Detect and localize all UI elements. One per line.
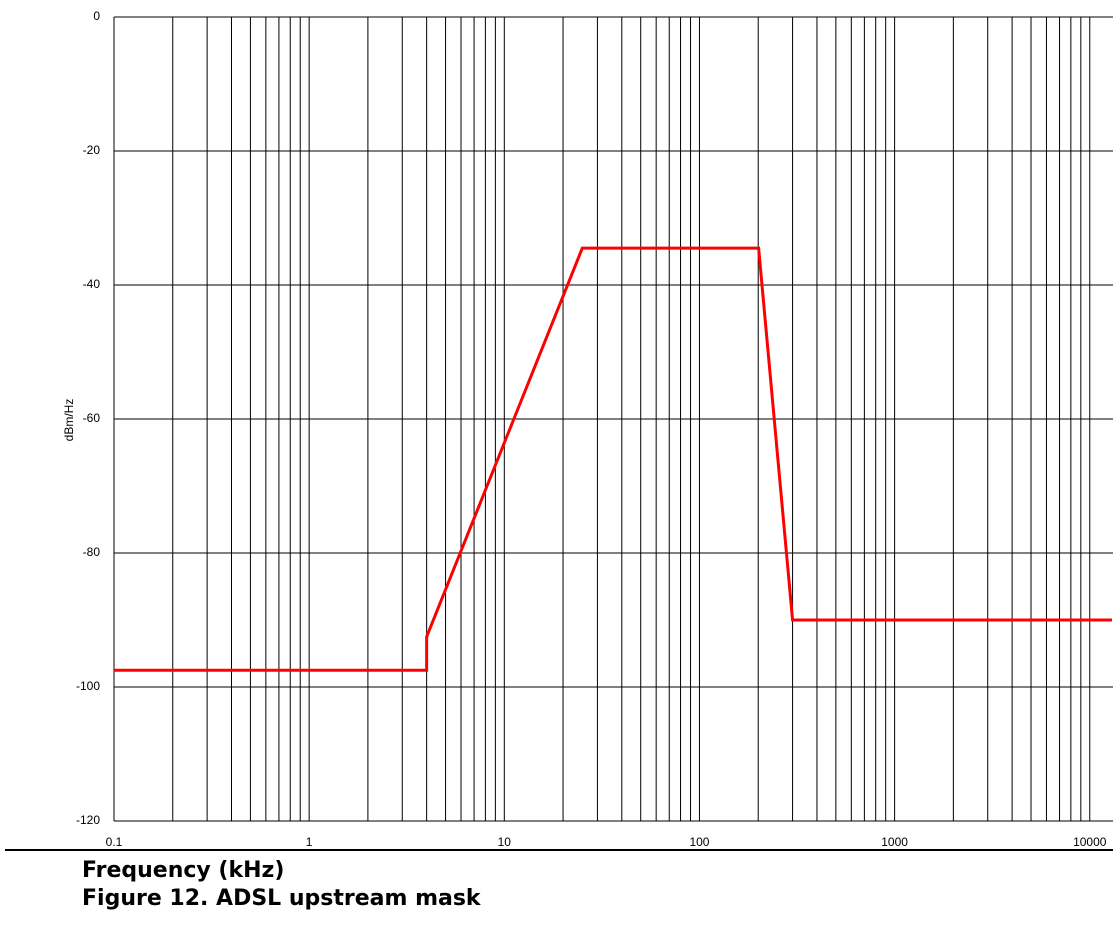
y-tick-label: -120 — [76, 813, 100, 827]
x-tick-label: 10000 — [1073, 835, 1107, 849]
x-tick-label: 0.1 — [106, 835, 123, 849]
y-axis-label: dBm/Hz — [62, 399, 76, 442]
line — [114, 246, 1112, 672]
x-tick-label: 100 — [689, 835, 709, 849]
y-tick-label: -20 — [83, 143, 101, 157]
y-tick-label: -80 — [83, 545, 101, 559]
y-tick-label: -100 — [76, 679, 100, 693]
y-tick-label: -60 — [83, 411, 101, 425]
caption: Figure 12. ADSL upstream mask — [82, 886, 481, 911]
x-tick-label: 10 — [498, 835, 512, 849]
y-tick-label: -40 — [83, 277, 101, 291]
chart: dBm/Hz 0 -20 -40 -60 -80 -100 -120 0.1 1 10 100 100… — [5, 9, 1113, 851]
x-tick-label: 1000 — [881, 835, 908, 849]
y-tick-label: 0 — [93, 9, 100, 23]
x-axis-label: Frequency (kHz) — [82, 858, 285, 883]
x-tick-label: 1 — [306, 835, 313, 849]
